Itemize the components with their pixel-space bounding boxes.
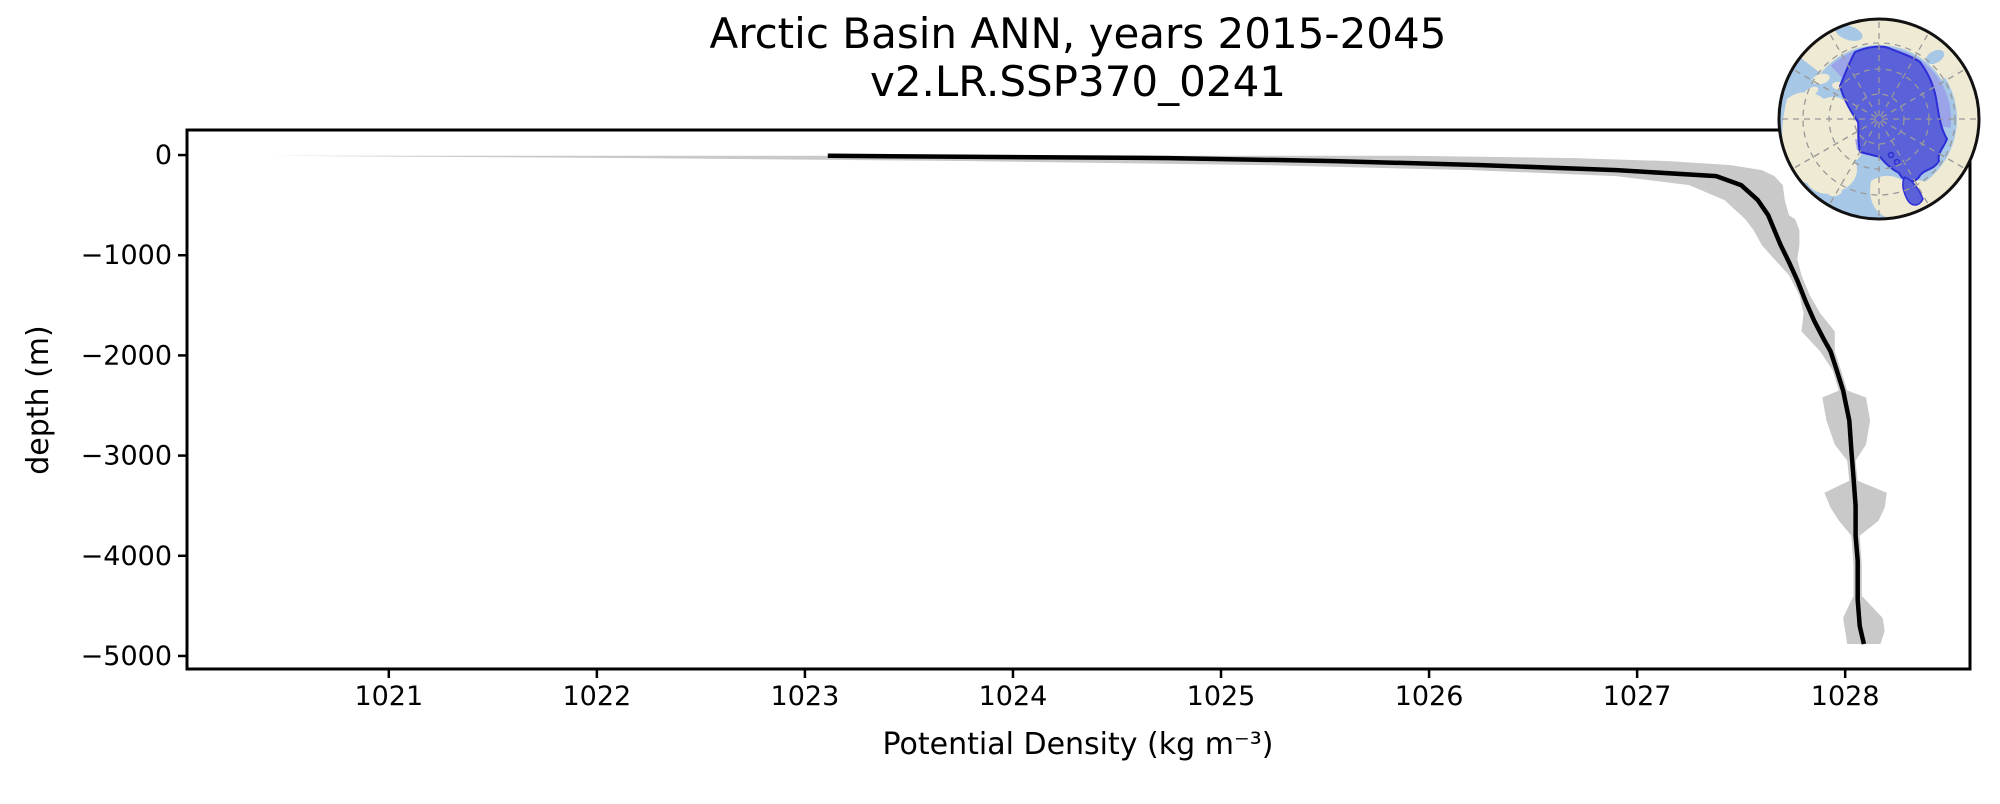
x-tick-label: 1022 bbox=[563, 681, 632, 712]
y-axis-label: depth (m) bbox=[21, 325, 56, 475]
y-tick-label: −2000 bbox=[81, 340, 172, 371]
y-tick-label: −1000 bbox=[81, 240, 172, 271]
chart-title: Arctic Basin ANN, years 2015-2045 bbox=[710, 9, 1447, 58]
axes-frame bbox=[185, 128, 1972, 671]
ensemble-mean-profile bbox=[827, 153, 1867, 645]
map-inset bbox=[1777, 17, 1981, 221]
chart-subtitle: v2.LR.SSP370_0241 bbox=[870, 57, 1286, 106]
axis-ticks: 1021 1022 1023 1024 1025 1026 1027 1028 0 −1000 −2… bbox=[81, 140, 1880, 712]
x-tick-label: 1024 bbox=[979, 681, 1048, 712]
x-tick-label: 1025 bbox=[1187, 681, 1256, 712]
graticule bbox=[1781, 21, 1977, 217]
x-tick-label: 1027 bbox=[1603, 681, 1672, 712]
globe-rim bbox=[1777, 17, 1981, 221]
x-tick-label: 1023 bbox=[771, 681, 840, 712]
y-tick-label: −4000 bbox=[81, 541, 172, 572]
spread-band-layer bbox=[270, 155, 1887, 645]
globe-contents bbox=[1779, 19, 1979, 219]
ensemble-spread-band bbox=[270, 155, 1887, 645]
region-highlight bbox=[1839, 45, 1948, 183]
x-tick-label: 1028 bbox=[1811, 681, 1880, 712]
series-layer bbox=[827, 153, 1867, 645]
x-axis-label: Potential Density (kg m⁻³) bbox=[883, 727, 1274, 762]
x-tick-label: 1021 bbox=[354, 681, 423, 712]
globe-ocean-gaps bbox=[1835, 25, 1945, 65]
y-tick-label: −3000 bbox=[81, 441, 172, 472]
y-tick-label: −5000 bbox=[81, 641, 172, 672]
x-tick-label: 1026 bbox=[1395, 681, 1464, 712]
y-tick-label: 0 bbox=[155, 140, 172, 171]
